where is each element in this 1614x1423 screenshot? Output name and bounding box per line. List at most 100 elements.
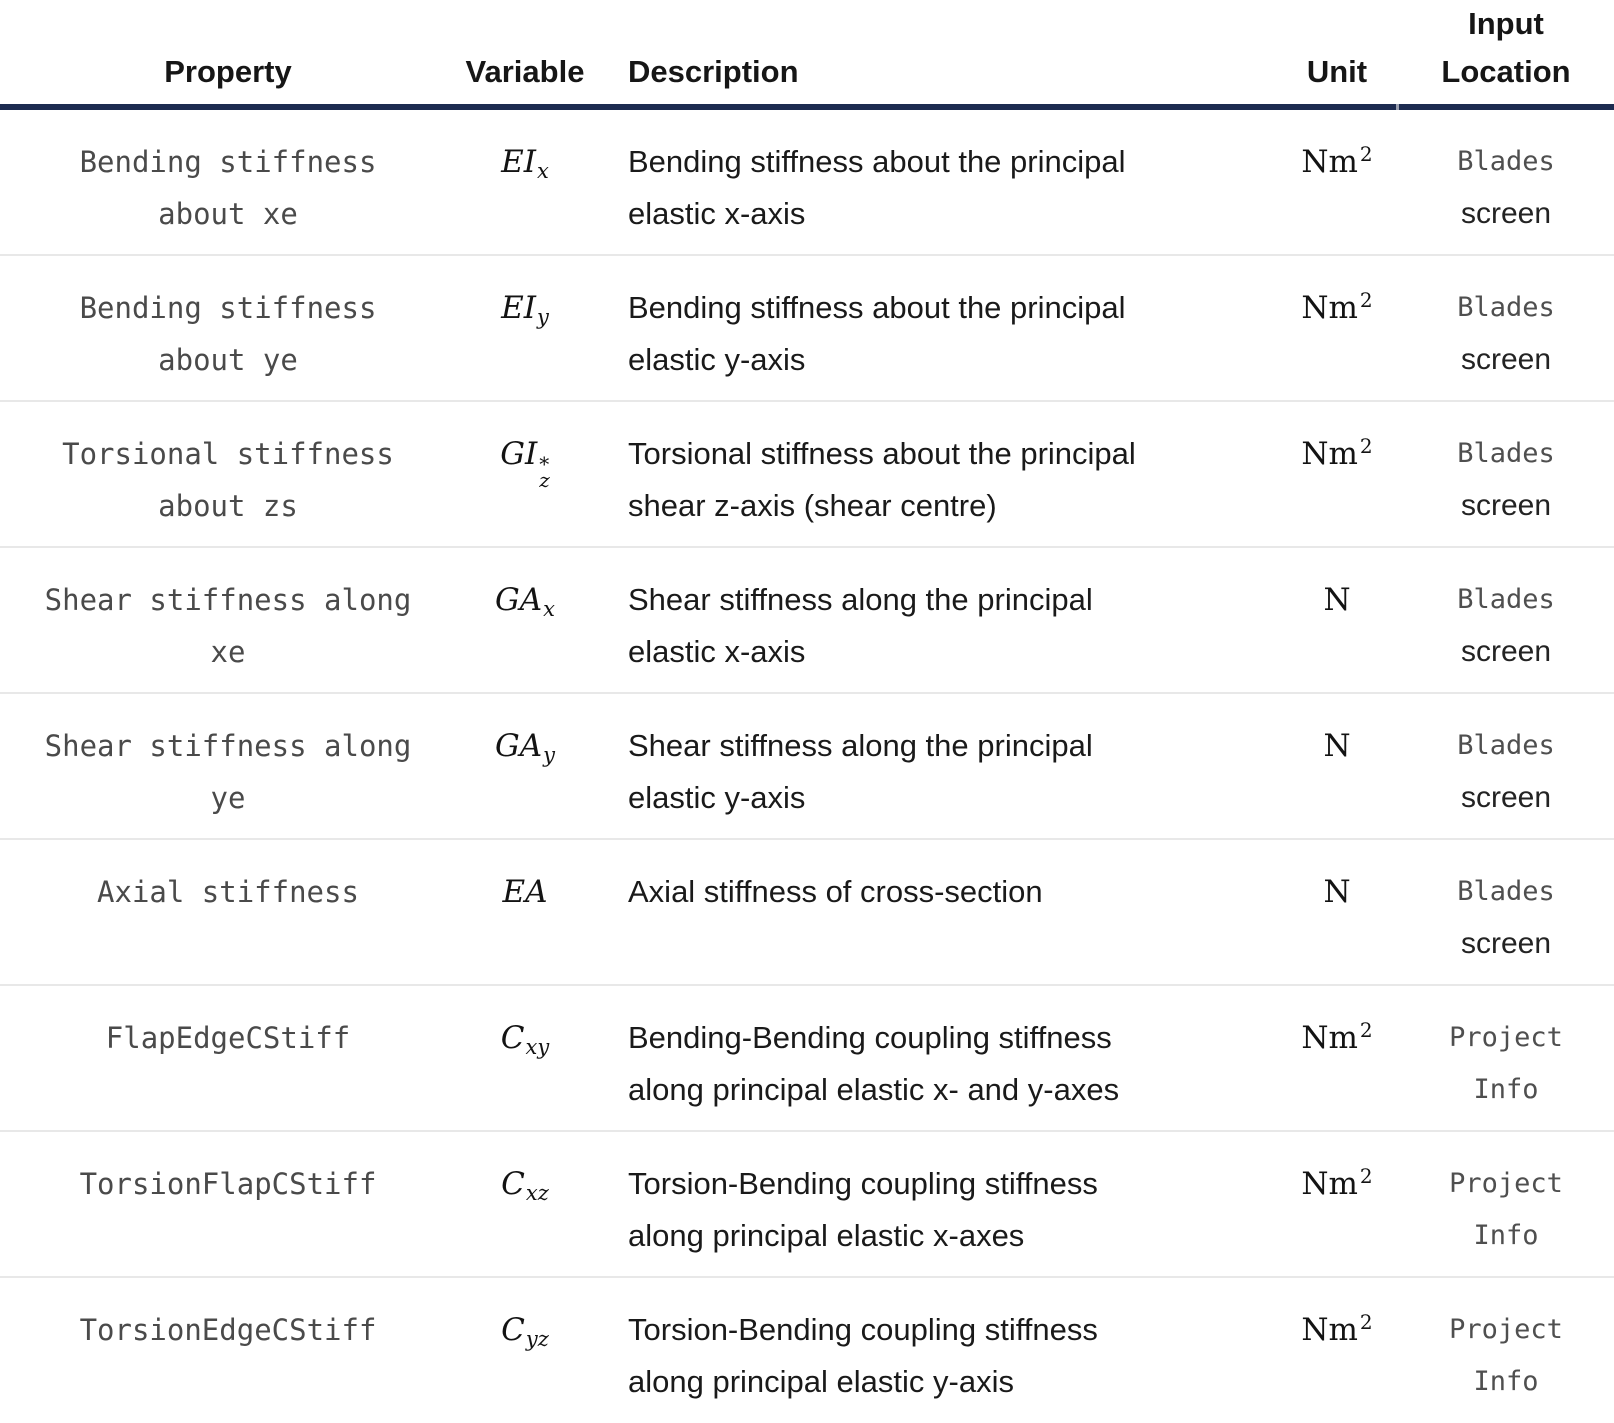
unit-base: Nm xyxy=(1301,1020,1358,1056)
input-location-cell: Project Info xyxy=(1398,984,1614,1131)
variable-subscript: y xyxy=(537,304,549,329)
variable-symbol: EIy xyxy=(501,290,549,329)
variable-subscript: xz xyxy=(525,1180,549,1205)
table-row: Axial stiffness EA Axial stiffness of cros… xyxy=(0,838,1614,985)
column-header-unit: Unit xyxy=(1276,0,1398,110)
description-cell: Torsion-Bending coupling stiffness along … xyxy=(620,1130,1276,1277)
column-header-description: Description xyxy=(620,0,1276,110)
table-row: Bending stiffness about ye EIy Bending stif… xyxy=(0,254,1614,401)
variable-subscript: x xyxy=(543,596,555,621)
input-location-line: Blades xyxy=(1457,438,1555,469)
variable-cell: Cyz xyxy=(430,1276,620,1423)
input-location-cell: Blades screen xyxy=(1398,254,1614,401)
unit-base: Nm xyxy=(1301,1166,1358,1202)
unit-value: N xyxy=(1323,728,1350,764)
unit-base: Nm xyxy=(1301,436,1358,472)
variable-base: GA xyxy=(495,582,543,618)
header-rule-seam xyxy=(1396,100,1399,110)
input-location-line: Project xyxy=(1449,1314,1563,1345)
variable-subscript: y xyxy=(543,742,556,767)
description-line: Torsion-Bending coupling stiffness xyxy=(628,1312,1098,1347)
variable-base: EI xyxy=(501,290,536,326)
unit-value: Nm 2 xyxy=(1301,1310,1373,1348)
variable-base: GI xyxy=(500,436,538,472)
description-line: elastic x-axis xyxy=(628,196,806,231)
unit-superscript: 2 xyxy=(1359,142,1373,166)
property-cell: Torsional stiffness about zs xyxy=(0,400,430,547)
input-location-line: Info xyxy=(1473,1366,1539,1397)
variable-base: EA xyxy=(502,874,548,910)
unit-base: Nm xyxy=(1301,290,1358,326)
table-row: Shear stiffness along xe GAx Shear stiffnes… xyxy=(0,546,1614,693)
input-location-line: Project xyxy=(1449,1168,1563,1199)
unit-cell: N xyxy=(1276,838,1398,985)
input-location-cell: Blades screen xyxy=(1398,692,1614,839)
property-label-line: about xe xyxy=(158,197,298,231)
table-row: TorsionEdgeCStiff Cyz Torsion-Bending coup… xyxy=(0,1276,1614,1423)
input-location-line: Blades xyxy=(1457,292,1555,323)
variable-subscript: yz xyxy=(525,1326,549,1351)
variable-subscript: x xyxy=(537,158,549,183)
variable-supsub: * z xyxy=(539,451,550,493)
input-location-line: Info xyxy=(1473,1074,1539,1105)
unit-base: Nm xyxy=(1301,144,1358,180)
description-line: Bending stiffness about the principal xyxy=(628,144,1126,179)
description-cell: Shear stiffness along the principal elast… xyxy=(620,546,1276,693)
property-label-line: xe xyxy=(210,635,246,669)
input-location-cell: Project Info xyxy=(1398,1130,1614,1277)
description-line: along principal elastic x- and y-axes xyxy=(628,1072,1120,1107)
description-line: Bending stiffness about the principal xyxy=(628,290,1126,325)
description-cell: Bending-Bending coupling stiffness along … xyxy=(620,984,1276,1131)
unit-value: Nm 2 xyxy=(1301,142,1373,180)
unit-superscript: 2 xyxy=(1359,1310,1373,1334)
property-label-line: TorsionEdgeCStiff xyxy=(79,1313,377,1347)
variable-symbol: EIx xyxy=(501,144,549,183)
property-label-line: FlapEdgeCStiff xyxy=(105,1021,351,1055)
property-cell: Bending stiffness about ye xyxy=(0,254,430,401)
input-location-line: Project xyxy=(1449,1022,1563,1053)
unit-value: Nm 2 xyxy=(1301,1164,1373,1202)
unit-superscript: 2 xyxy=(1359,1164,1373,1188)
property-cell: TorsionFlapCStiff xyxy=(0,1130,430,1277)
input-location-line: screen xyxy=(1460,489,1552,522)
column-header-input-location: Input Location xyxy=(1398,0,1614,110)
variable-cell: GAy xyxy=(430,692,620,839)
unit-value: Nm 2 xyxy=(1301,1018,1373,1056)
property-cell: Shear stiffness along ye xyxy=(0,692,430,839)
property-label-line: Bending stiffness xyxy=(79,291,377,325)
property-cell: Shear stiffness along xe xyxy=(0,546,430,693)
property-label-line: ye xyxy=(210,781,246,815)
variable-cell: GAx xyxy=(430,546,620,693)
property-label-line: Axial stiffness xyxy=(97,875,359,909)
unit-base: N xyxy=(1323,728,1351,764)
variable-base: C xyxy=(501,1312,525,1348)
unit-superscript: 2 xyxy=(1359,288,1373,312)
input-location-line: screen xyxy=(1460,635,1552,668)
input-location-cell: Blades screen xyxy=(1398,546,1614,693)
variable-base: C xyxy=(501,1166,525,1202)
unit-cell: Nm 2 xyxy=(1276,1276,1398,1423)
input-location-line: screen xyxy=(1460,343,1552,376)
description-line: Torsional stiffness about the principal xyxy=(628,436,1136,471)
variable-subscript: z xyxy=(539,468,550,493)
variable-superscript: * xyxy=(539,451,550,476)
input-location-cell: Project Info xyxy=(1398,1276,1614,1423)
input-location-line: screen xyxy=(1460,927,1552,960)
input-location-line: screen xyxy=(1460,197,1552,230)
variable-symbol: Cyz xyxy=(501,1312,549,1351)
property-label-line: about ye xyxy=(158,343,298,377)
property-cell: Axial stiffness xyxy=(0,838,430,985)
variable-subscript: xy xyxy=(525,1034,550,1059)
unit-base: N xyxy=(1323,874,1351,910)
table-body: Bending stiffness about xe EIx Bending stif… xyxy=(0,107,1614,1423)
property-label-line: Bending stiffness xyxy=(79,145,377,179)
variable-cell: Cxz xyxy=(430,1130,620,1277)
unit-superscript: 2 xyxy=(1359,1018,1373,1042)
input-location-line: Blades xyxy=(1457,730,1555,761)
table-row: Shear stiffness along ye GAy Shear stiffnes… xyxy=(0,692,1614,839)
description-line: Shear stiffness along the principal xyxy=(628,582,1093,617)
input-location-line: screen xyxy=(1460,781,1552,814)
variable-cell: Cxy xyxy=(430,984,620,1131)
